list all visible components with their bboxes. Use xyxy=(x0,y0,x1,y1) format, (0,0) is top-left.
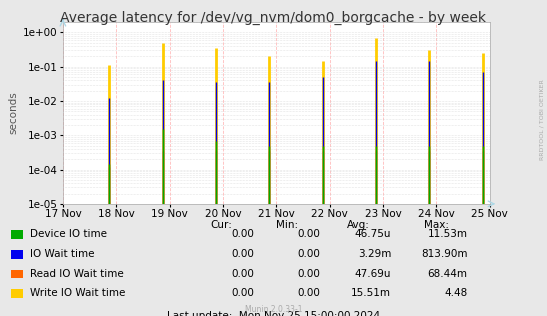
Text: Read IO Wait time: Read IO Wait time xyxy=(30,269,124,279)
Text: Write IO Wait time: Write IO Wait time xyxy=(30,288,125,298)
Text: 813.90m: 813.90m xyxy=(421,249,468,259)
Text: Munin 2.0.33-1: Munin 2.0.33-1 xyxy=(245,306,302,314)
Text: 0.00: 0.00 xyxy=(297,249,320,259)
Text: 0.00: 0.00 xyxy=(231,229,254,240)
Text: 46.75u: 46.75u xyxy=(354,229,391,240)
Text: 0.00: 0.00 xyxy=(231,288,254,298)
Text: Cur:: Cur: xyxy=(211,220,232,230)
Text: 0.00: 0.00 xyxy=(297,269,320,279)
Text: Average latency for /dev/vg_nvm/dom0_borgcache - by week: Average latency for /dev/vg_nvm/dom0_bor… xyxy=(61,11,486,25)
Text: Min:: Min: xyxy=(276,220,298,230)
Text: 0.00: 0.00 xyxy=(231,269,254,279)
Text: 0.00: 0.00 xyxy=(231,249,254,259)
Y-axis label: seconds: seconds xyxy=(9,92,19,134)
Text: IO Wait time: IO Wait time xyxy=(30,249,95,259)
Text: 47.69u: 47.69u xyxy=(354,269,391,279)
Text: 68.44m: 68.44m xyxy=(428,269,468,279)
Text: Avg:: Avg: xyxy=(347,220,370,230)
Text: 3.29m: 3.29m xyxy=(358,249,391,259)
Text: Device IO time: Device IO time xyxy=(30,229,107,240)
Text: 11.53m: 11.53m xyxy=(428,229,468,240)
Text: 0.00: 0.00 xyxy=(297,288,320,298)
Text: Max:: Max: xyxy=(424,220,449,230)
Text: RRDTOOL / TOBI OETIKER: RRDTOOL / TOBI OETIKER xyxy=(539,80,544,161)
Text: Last update:  Mon Nov 25 15:00:00 2024: Last update: Mon Nov 25 15:00:00 2024 xyxy=(167,311,380,316)
Text: 4.48: 4.48 xyxy=(444,288,468,298)
Text: 15.51m: 15.51m xyxy=(351,288,391,298)
Text: 0.00: 0.00 xyxy=(297,229,320,240)
